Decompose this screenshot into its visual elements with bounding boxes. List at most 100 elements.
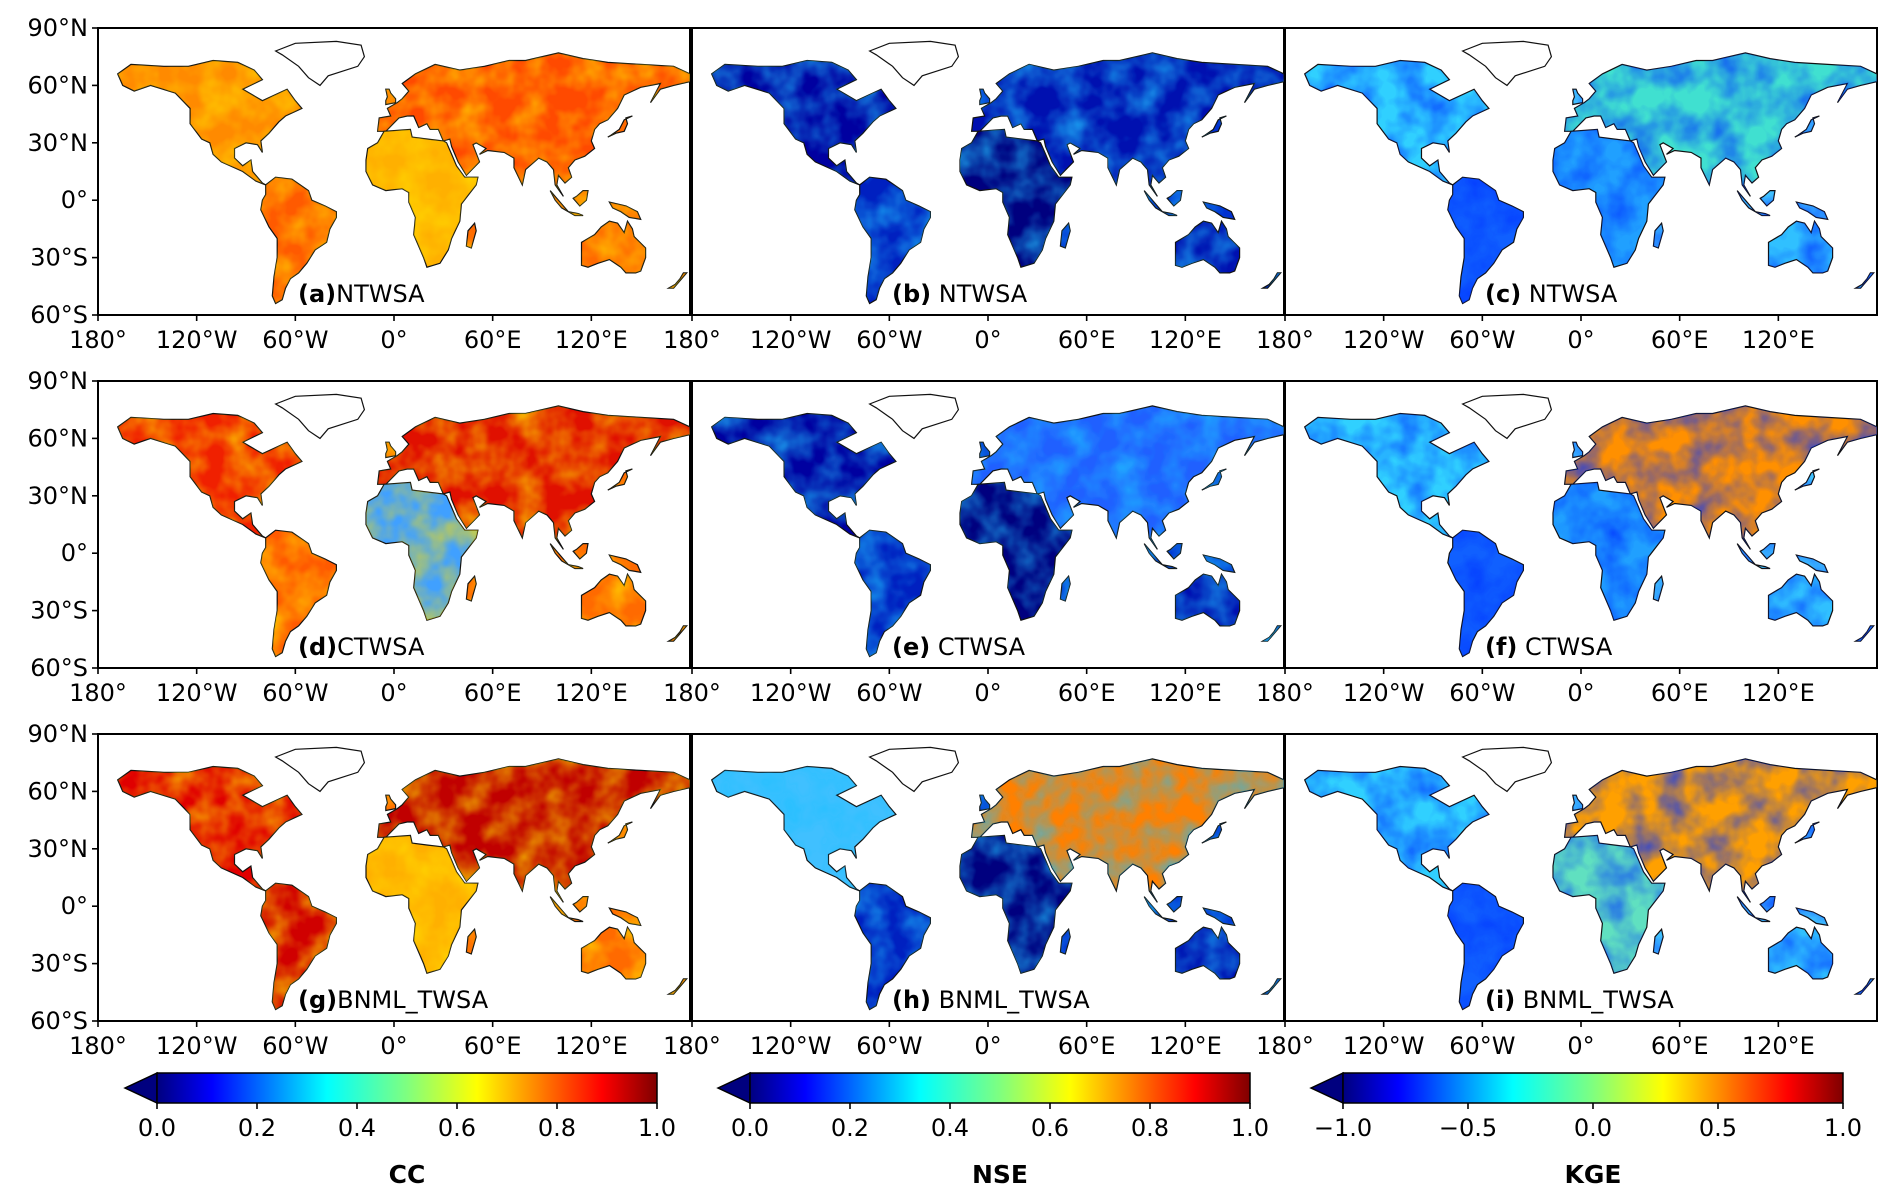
colorbar-cc: 0.0 0.2 0.4 0.6 0.8 1.0 CC	[123, 1071, 676, 1188]
land-texture	[609, 202, 641, 220]
map-panel: (c) NTWSA 180° 120°W 60°W 0° 60°E 120°E	[1256, 27, 1878, 354]
land-texture	[1167, 543, 1182, 559]
land-texture	[366, 129, 478, 268]
lat-tick-label: 0°	[61, 539, 88, 567]
land-texture	[1737, 543, 1771, 569]
land-texture	[1768, 221, 1833, 273]
land-texture	[1167, 896, 1182, 912]
lon-tick-label: 0°	[974, 326, 1001, 354]
lon-tick-label: 60°E	[1058, 1032, 1116, 1060]
lon-tick-label: 0°	[380, 1032, 407, 1060]
land-texture	[117, 60, 302, 185]
lat-tick-label: 60°S	[30, 1007, 88, 1035]
land-texture	[1262, 272, 1281, 289]
colorbar-tick-label: 1.0	[1824, 1114, 1862, 1142]
lat-tick-label: 60°N	[28, 777, 89, 805]
lon-tick-label: 60°E	[464, 326, 522, 354]
lon-tick-label: 120°W	[750, 326, 832, 354]
land-texture	[1304, 766, 1489, 891]
land-texture	[1203, 555, 1235, 573]
lon-tick-label: 120°E	[1742, 326, 1815, 354]
land-texture	[550, 190, 584, 216]
land-texture	[1768, 927, 1833, 979]
land-greenland	[868, 746, 960, 793]
lon-tick-label: 0°	[1567, 326, 1594, 354]
lon-tick-label: 0°	[1567, 1032, 1594, 1060]
lon-tick-label: 0°	[1567, 679, 1594, 707]
land-texture	[1175, 927, 1240, 979]
colorbar-gradient	[1342, 1072, 1844, 1104]
land-texture	[1447, 530, 1524, 657]
colorbar-extend-arrow	[1309, 1071, 1344, 1105]
lon-tick-label: 120°W	[156, 679, 238, 707]
land-texture	[1572, 442, 1583, 458]
land-texture	[466, 223, 477, 248]
lat-tick-label: 60°S	[30, 654, 88, 682]
land-texture	[1794, 116, 1820, 138]
land-texture	[607, 469, 633, 491]
panel-label: (g)BNML_TWSA	[298, 986, 489, 1014]
lat-tick-label: 60°N	[28, 71, 89, 99]
colorbar-tick-label: −0.5	[1439, 1114, 1497, 1142]
lon-tick-label: 120°W	[1343, 679, 1425, 707]
lat-tick-label: 30°S	[30, 244, 88, 272]
lat-tick-label: 90°N	[28, 14, 89, 42]
lon-tick-label: 60°W	[1449, 326, 1515, 354]
land-texture	[1855, 272, 1874, 289]
land-texture	[117, 413, 302, 538]
land-texture	[711, 413, 896, 538]
land-texture	[609, 555, 641, 573]
land-layer	[116, 40, 690, 305]
land-texture	[1175, 221, 1240, 273]
lon-tick-label: 0°	[974, 1032, 1001, 1060]
lon-tick-label: 120°W	[750, 679, 832, 707]
land-texture	[1564, 405, 1877, 550]
colorbar-tick-label: 0.0	[1574, 1114, 1612, 1142]
colorbar-label: KGE	[1565, 1160, 1622, 1188]
land-greenland	[1461, 746, 1553, 793]
land-layer	[710, 40, 1284, 305]
lon-tick-label: 120°E	[1149, 326, 1222, 354]
panel-label: (a)NTWSA	[298, 280, 425, 308]
land-texture	[979, 795, 990, 811]
panel-letter: (c)	[1485, 280, 1521, 308]
lon-tick-label: 120°E	[555, 1032, 628, 1060]
lat-tick-label: 90°N	[28, 720, 89, 748]
land-texture	[260, 177, 337, 304]
land-texture	[1768, 574, 1833, 626]
map-panel: (e) CTWSA 180° 120°W 60°W 0° 60°E 120°E	[663, 380, 1285, 707]
panel-dataset: CTWSA	[1517, 633, 1612, 661]
colorbar-gradient	[749, 1072, 1251, 1104]
lon-tick-label: 60°E	[1651, 679, 1709, 707]
panel-label: (e) CTWSA	[892, 633, 1026, 661]
land-texture	[1564, 52, 1877, 197]
land-texture	[1262, 625, 1281, 642]
land-texture	[1144, 190, 1178, 216]
lat-tick-label: 30°N	[28, 129, 89, 157]
panel-letter: (a)	[298, 280, 336, 308]
land-texture	[385, 89, 396, 105]
lat-tick-label: 90°N	[28, 367, 89, 395]
panel-dataset: CTWSA	[930, 633, 1025, 661]
land-texture	[581, 574, 646, 626]
land-texture	[385, 795, 396, 811]
panel-dataset: NTWSA	[336, 280, 425, 308]
land-texture	[1760, 896, 1775, 912]
panel-letter: (g)	[298, 986, 337, 1014]
lat-tick-label: 0°	[61, 186, 88, 214]
land-texture	[366, 835, 478, 974]
lon-tick-label: 60°E	[1651, 326, 1709, 354]
lon-tick-label: 120°W	[156, 1032, 238, 1060]
colorbar-tick-label: 0.4	[931, 1114, 969, 1142]
land-texture	[971, 405, 1284, 550]
land-greenland	[868, 40, 960, 87]
land-texture	[1572, 89, 1583, 105]
colorbar-tick-label: 0.2	[831, 1114, 869, 1142]
lon-tick-label: 180°	[663, 1032, 721, 1060]
land-texture	[1201, 116, 1227, 138]
land-layer	[1303, 393, 1877, 658]
colorbars: 0.0 0.2 0.4 0.6 0.8 1.0 CC 0.0 0.2 0.4 0.6 0.8 1.0 NS…	[123, 1071, 1862, 1188]
lon-tick-label: 60°W	[1449, 679, 1515, 707]
land-texture	[581, 221, 646, 273]
